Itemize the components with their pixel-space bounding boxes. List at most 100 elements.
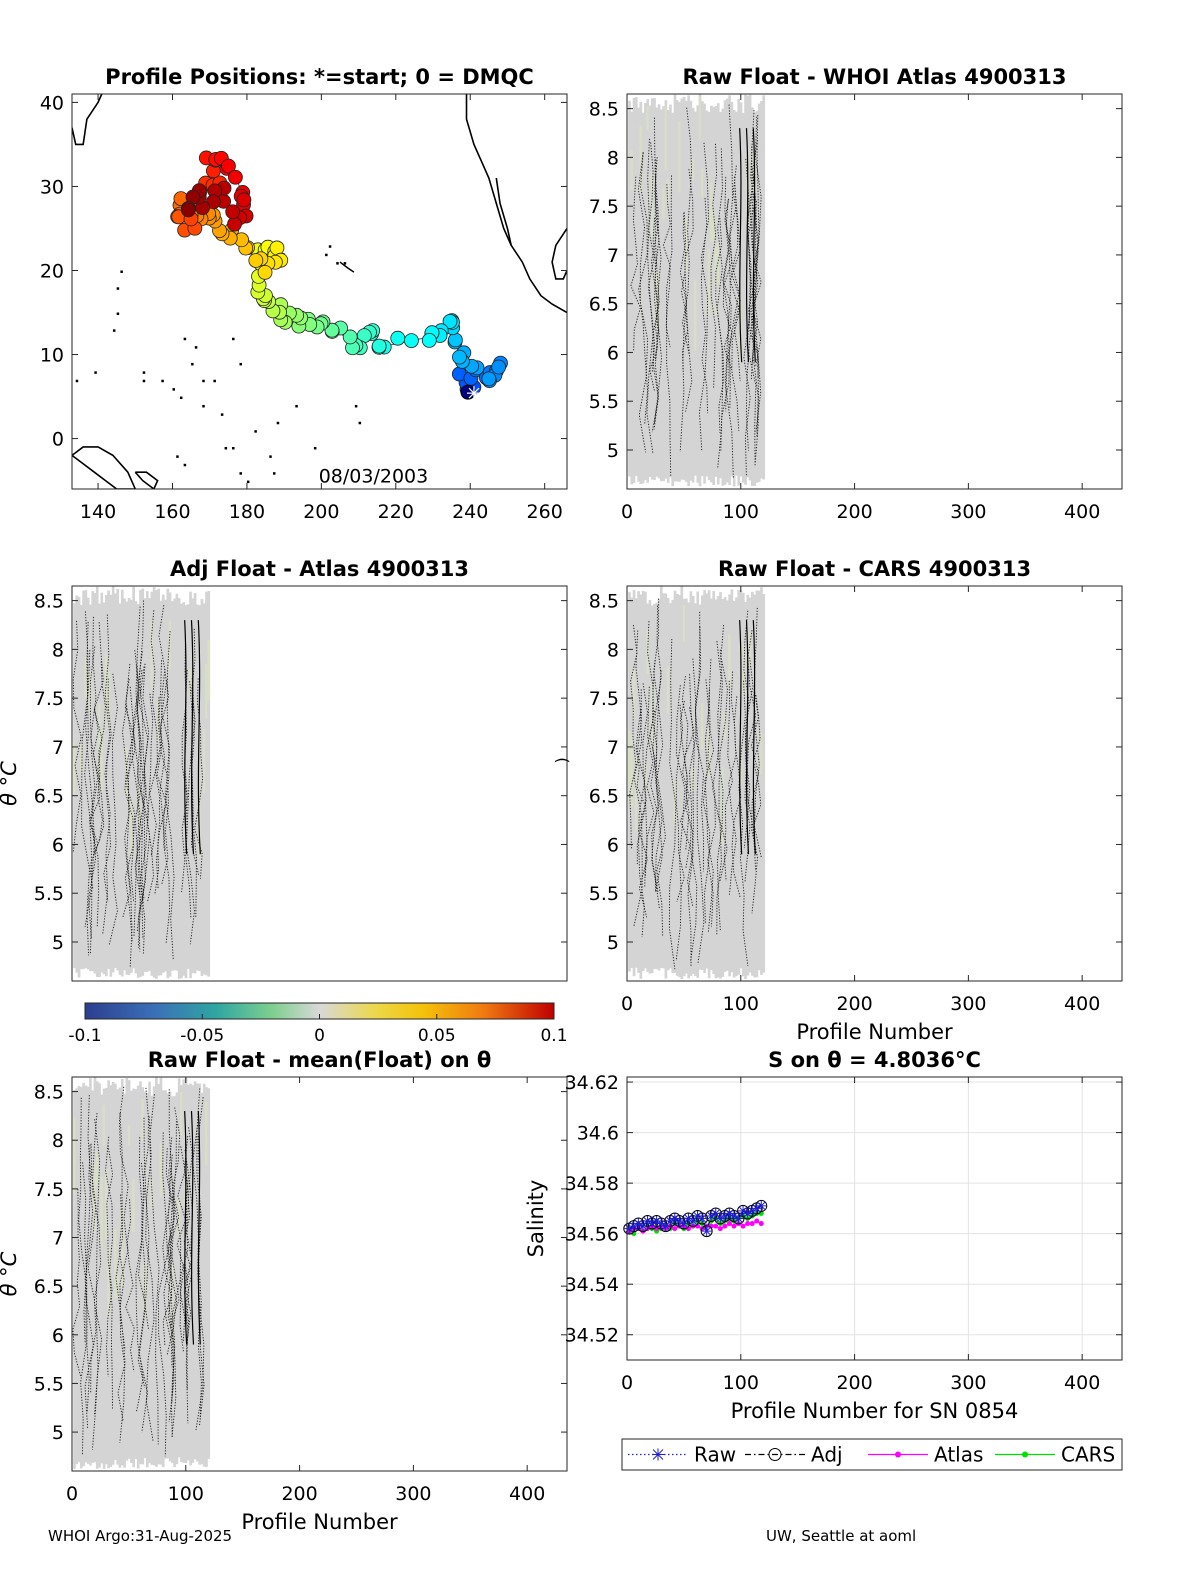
contour-line [131,650,140,937]
chart-title: Raw Float - WHOI Atlas 4900313 [682,65,1066,89]
legend-label: CARS [1061,1443,1115,1467]
island [276,421,280,425]
anomaly-cell [186,604,190,969]
contour-line [125,664,133,968]
contour-line [637,152,649,453]
island [202,379,205,383]
anomaly-cell [637,591,640,973]
island [239,472,242,475]
contour-line [649,217,659,392]
x-tick-label: 220 [378,501,414,523]
anomaly-cell [646,99,650,483]
x-tick-label: 400 [1064,1372,1100,1394]
heatmap-content [628,94,766,487]
anomaly-cell [79,1086,83,1469]
contour-line [743,610,751,849]
x-tick-label: 0 [66,1483,78,1505]
x-tick-label: 200 [281,1483,317,1505]
contour-line [179,1149,190,1352]
contour-line [707,659,716,927]
anomaly-cell [132,1179,135,1232]
profile-position-marker [180,202,196,218]
colorbar: -0.1 -0.05 0 0.05 0.1 [68,1002,568,1046]
star-stroke [684,1214,693,1223]
profile-position-marker [236,192,252,208]
profile-position-marker [225,204,241,220]
contour-line [638,152,649,425]
contour-line [649,710,660,909]
contour-line [102,614,111,934]
anomaly-cell [732,110,736,487]
anomaly-cell [691,768,695,791]
anomaly-cell [730,101,734,477]
star-stroke [738,1206,748,1216]
profile-position-marker [227,216,242,232]
anomaly-cell [685,218,688,273]
anomaly-cell [125,747,129,796]
footer-left-text: WHOI Argo:31-Aug-2025 [48,1527,233,1545]
y-tick-label: 8.5 [589,99,619,121]
anomaly-cell [634,755,638,831]
anomaly-cell [152,587,156,978]
contour-line [724,104,734,479]
star-stroke [734,1214,743,1223]
contour-line [167,1196,176,1437]
chart-title: Raw Float - CARS 4900313 [718,557,1031,581]
contour-line [134,606,144,948]
anomaly-cell [641,112,645,484]
star-stroke [711,1209,721,1218]
anomaly-cell [744,94,747,485]
y-tick-label: 5 [607,932,619,954]
anomaly-cell [132,1088,135,1468]
contour-line [630,176,641,352]
anomaly-cell [82,1082,85,1467]
date-annotation: 08/03/2003 [319,465,429,487]
anomaly-cell [646,629,650,675]
contour-line [679,700,690,850]
anomaly-cell [700,702,704,750]
contour-line [191,677,197,918]
contour-line [638,683,649,918]
footer-right-text: UW, Seattle at aoml [766,1527,917,1545]
anomaly-cell [207,591,211,977]
island [313,446,317,450]
data-point [756,1200,767,1211]
data-point [660,1221,671,1232]
contour-line [165,631,175,961]
anomaly-cell [168,592,172,977]
anomaly-cell [189,1083,192,1466]
contour-line [185,681,195,945]
colorbar-tick-label: 0.05 [418,1026,456,1046]
legend-label: Raw [694,1443,736,1467]
anomaly-cell [698,604,702,970]
contour-line [169,1154,175,1402]
anomaly-cell [694,280,697,351]
anomaly-cell [762,594,766,973]
contour-line [138,1117,150,1433]
y-axis-label-fragment: ) [552,757,571,763]
y-axis-label: θ °C [0,1251,21,1296]
data-point [733,1213,744,1224]
anomaly-cell [182,602,186,976]
anomaly-cell [678,102,681,482]
anomaly-cell [148,1081,151,1464]
x-tick-label: 100 [168,1483,204,1505]
anomaly-cell [687,602,690,979]
anomaly-cell [205,591,208,976]
contour-line [157,1132,168,1457]
anomaly-cell [127,1125,131,1146]
anomaly-cell [107,1244,110,1315]
contour-line [682,107,693,354]
contour-line [106,1145,114,1377]
anomaly-cell [73,739,76,795]
anomaly-cell [161,1090,165,1468]
star-stroke [693,1211,702,1221]
anomaly-cell [177,1195,181,1235]
contour-line [712,641,722,935]
anomaly-cell [696,591,700,978]
island [269,455,272,458]
anomaly-cell [148,598,151,971]
series-raw [624,1200,767,1237]
anomaly-cell [100,1094,104,1464]
chart-title: S on θ = 4.8036°C [768,1048,981,1072]
